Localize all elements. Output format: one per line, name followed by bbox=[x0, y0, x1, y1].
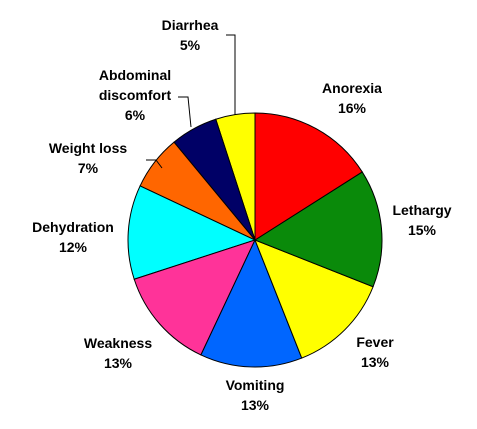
pie-slice bbox=[254, 112, 363, 241]
pie-slice bbox=[133, 239, 256, 356]
category-label: Diarrhea bbox=[161, 17, 219, 33]
category-label: Lethargy bbox=[392, 202, 452, 218]
slice-label: Vomiting 13% bbox=[226, 375, 285, 415]
pie-slice bbox=[127, 185, 257, 280]
slice-label: Abdominal discomfort 6% bbox=[85, 65, 185, 125]
value-label: 16% bbox=[337, 100, 367, 116]
pie-slice bbox=[254, 239, 374, 359]
category-label: Weakness bbox=[83, 335, 153, 351]
slice-label: Fever 13% bbox=[356, 332, 393, 372]
value-label: 12% bbox=[58, 239, 88, 255]
slice-label: Weight loss 7% bbox=[49, 138, 127, 178]
leader-line bbox=[226, 34, 236, 115]
value-label: 13% bbox=[240, 397, 270, 413]
value-label: 6% bbox=[124, 107, 146, 123]
category-label: Dehydration bbox=[32, 219, 114, 235]
value-label: 15% bbox=[407, 222, 437, 238]
leader-line bbox=[178, 96, 192, 128]
value-label: 5% bbox=[179, 37, 201, 53]
pie-slice bbox=[253, 171, 383, 288]
slice-label: Weakness 13% bbox=[84, 333, 152, 373]
category-label: Weight loss bbox=[48, 140, 128, 156]
slice-label: Diarrhea 5% bbox=[162, 15, 219, 55]
category-label: Fever bbox=[356, 334, 394, 350]
slice-label: Anorexia 16% bbox=[322, 78, 382, 118]
value-label: 7% bbox=[77, 160, 99, 176]
value-label: 13% bbox=[103, 355, 133, 371]
pie-slice bbox=[200, 238, 303, 368]
slice-label: Dehydration 12% bbox=[32, 217, 114, 257]
category-label: Anorexia bbox=[322, 80, 382, 96]
leader-line bbox=[146, 159, 163, 169]
slice-label: Lethargy 15% bbox=[392, 200, 451, 240]
category-label: Abdominal discomfort bbox=[98, 67, 172, 103]
category-label: Vomiting bbox=[225, 377, 285, 393]
value-label: 13% bbox=[360, 354, 390, 370]
